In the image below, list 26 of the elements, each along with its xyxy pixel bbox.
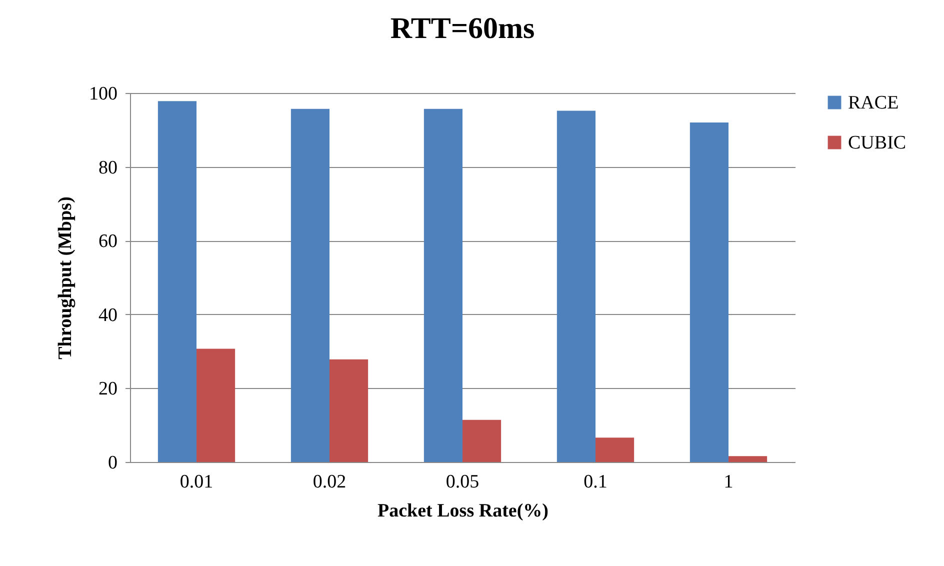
x-axis-title: Packet Loss Rate(%) <box>378 500 548 522</box>
y-tick-label: 0 <box>108 452 118 474</box>
x-tick-label: 1 <box>724 472 734 492</box>
bar <box>556 110 596 462</box>
y-tick-label: 40 <box>98 304 118 326</box>
bar <box>424 108 462 462</box>
x-tick-label: 0.02 <box>312 472 346 492</box>
y-axis-title: Throughput (Mbps) <box>55 196 76 360</box>
y-tick-label: 20 <box>98 378 118 400</box>
y-tick-label: 60 <box>98 231 118 252</box>
x-tick-label: 0.05 <box>446 472 480 492</box>
chart-title: RTT=60ms <box>390 12 535 45</box>
legend-label: RACE <box>848 92 899 114</box>
legend-label: CUBIC <box>848 132 906 154</box>
bar <box>596 438 634 462</box>
y-tick-label: 80 <box>98 157 118 178</box>
bar <box>330 359 368 462</box>
bar <box>290 108 330 462</box>
bar <box>690 122 728 462</box>
bar <box>196 348 236 462</box>
bar <box>728 456 768 462</box>
y-tick-label: 100 <box>89 84 118 104</box>
x-tick-label: 0.01 <box>180 472 214 492</box>
bar <box>462 420 502 462</box>
x-tick-label: 0.1 <box>584 472 608 492</box>
bar <box>158 101 196 462</box>
